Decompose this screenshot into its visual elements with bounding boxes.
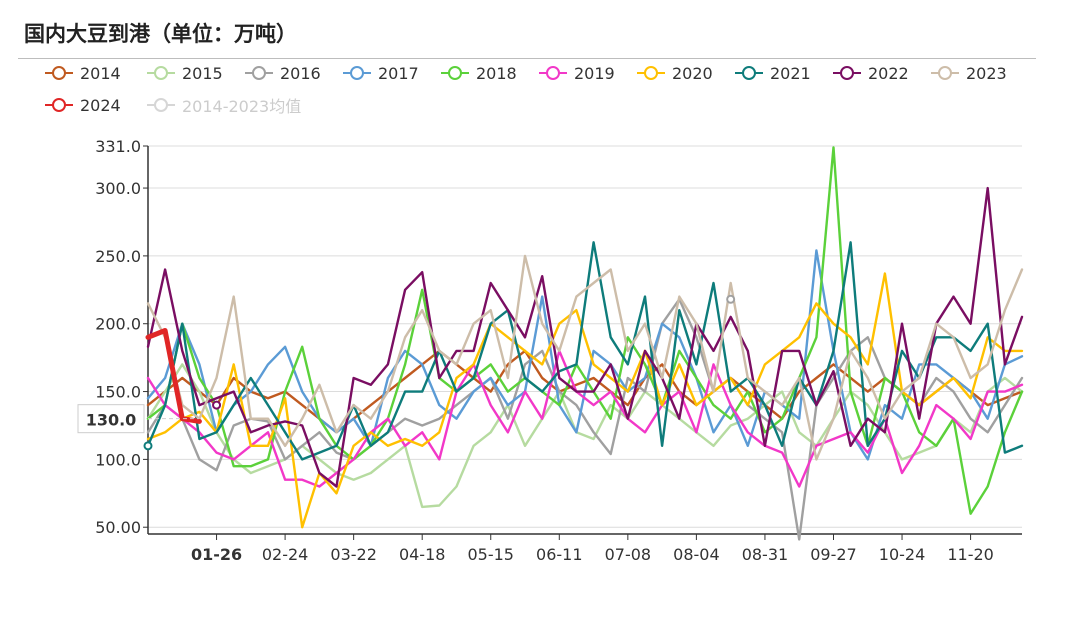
series-line-2020 (146, 272, 1024, 529)
data-point (143, 441, 153, 451)
x-tick-label: 07-08 (605, 545, 652, 564)
legend-item-2014[interactable]: 2014 (44, 62, 121, 84)
x-tick-label: 05-15 (467, 545, 514, 564)
x-tick-label: 10-24 (879, 545, 926, 564)
legend-symbol (539, 66, 567, 80)
series-line-2019 (146, 349, 1024, 488)
legend-symbol (45, 66, 73, 80)
legend-label: 2021 (770, 63, 811, 83)
legend-symbol (441, 66, 469, 80)
y-tick-label: 50.00 (95, 518, 141, 537)
x-tick-label: 08-04 (673, 545, 720, 564)
legend-label: 2022 (868, 63, 909, 83)
series-line-2017 (146, 249, 1024, 461)
legend-item-avg[interactable]: 2014-2023均值 (146, 94, 301, 116)
x-tick-label: 09-27 (810, 545, 857, 564)
x-tick-label-highlight: 01-26 (191, 545, 242, 564)
legend-symbol (637, 66, 665, 80)
pointer-label: 130.0 (86, 411, 137, 430)
y-tick-label: 150.0 (95, 383, 141, 402)
x-tick-label: 11-20 (947, 545, 994, 564)
legend-item-2023[interactable]: 2023 (930, 62, 1007, 84)
pointer-box (77, 404, 145, 434)
series-line-2024 (145, 328, 202, 424)
legend-label: 2023 (966, 63, 1007, 83)
title-divider (18, 58, 1036, 59)
chart-title: 国内大豆到港（单位：万吨） (24, 22, 297, 46)
legend-label: 2019 (574, 63, 615, 83)
legend-label: 2016 (280, 63, 321, 83)
legend-symbol (245, 66, 273, 80)
legend-label: 2017 (378, 63, 419, 83)
legend-item-2017[interactable]: 2017 (342, 62, 419, 84)
legend-item-2020[interactable]: 2020 (636, 62, 713, 84)
data-point (726, 294, 736, 304)
legend-item-2024[interactable]: 2024 (44, 94, 121, 116)
legend-label: 2020 (672, 63, 713, 83)
series-line-2018 (146, 146, 1024, 515)
legend-symbol (931, 66, 959, 80)
legend-item-2019[interactable]: 2019 (538, 62, 615, 84)
x-tick-label: 04-18 (399, 545, 446, 564)
series-line-2022 (146, 186, 1024, 488)
x-tick-label: 03-22 (330, 545, 377, 564)
legend-symbol (343, 66, 371, 80)
y-tick-label: 100.0 (95, 450, 141, 469)
legend-symbol (833, 66, 861, 80)
legend-symbol (147, 98, 175, 112)
x-tick-label: 06-11 (536, 545, 583, 564)
legend-item-2021[interactable]: 2021 (734, 62, 811, 84)
legend-item-2015[interactable]: 2015 (146, 62, 223, 84)
data-point (212, 400, 222, 410)
legend-label: 2014-2023均值 (182, 97, 302, 116)
legend-symbol (45, 98, 73, 112)
series-line-2014 (146, 349, 1024, 434)
legend-label: 2024 (80, 95, 121, 115)
legend-item-2022[interactable]: 2022 (832, 62, 909, 84)
series-line-2021 (146, 241, 1024, 461)
series-line-2016 (146, 298, 1024, 541)
legend-item-2018[interactable]: 2018 (440, 62, 517, 84)
legend-symbol (147, 66, 175, 80)
legend-label: 2015 (182, 63, 223, 83)
x-tick-label: 08-31 (742, 545, 789, 564)
legend-symbol (735, 66, 763, 80)
y-tick-label: 300.0 (95, 179, 141, 198)
legend-item-2016[interactable]: 2016 (244, 62, 321, 84)
y-tick-label: 200.0 (95, 315, 141, 334)
series-line-2023 (146, 254, 1024, 461)
legend-label: 2018 (476, 63, 517, 83)
y-tick-label: 250.0 (95, 247, 141, 266)
legend-label: 2014 (80, 63, 121, 83)
y-tick-label: 331.0 (95, 137, 141, 156)
x-tick-label: 02-24 (262, 545, 309, 564)
